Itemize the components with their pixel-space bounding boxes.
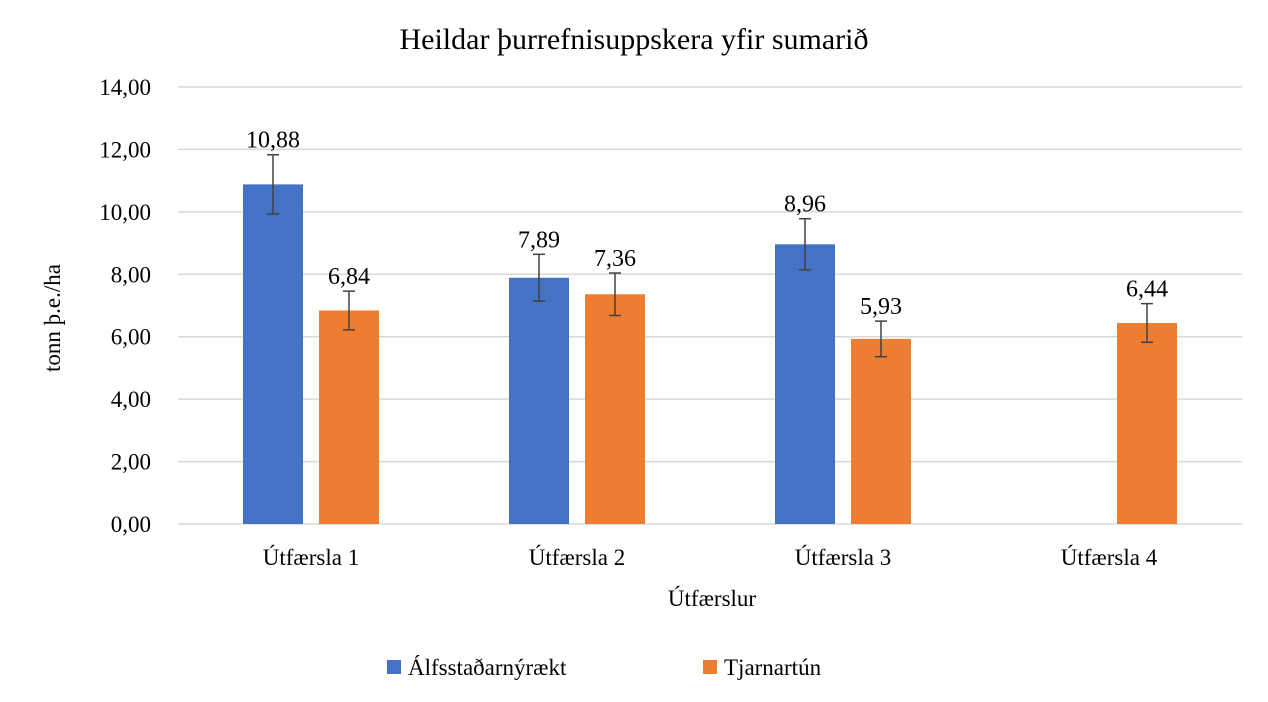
bar [509,277,569,524]
legend: Álfsstaðarnýrækt Tjarnartún [387,655,822,680]
data-label: 5,93 [860,294,902,320]
x-tick-label: Útfærsla 4 [1061,544,1158,570]
bar [243,184,303,525]
legend-label: Tjarnartún [724,655,822,680]
data-label: 6,44 [1126,277,1168,303]
legend-swatch [703,660,717,674]
legend-swatch [387,660,401,674]
y-tick-label: 8,00 [111,262,151,287]
bar [585,294,645,524]
data-label: 10,88 [246,128,300,154]
x-tick-label: Útfærsla 1 [263,544,359,570]
y-tick-label: 0,00 [111,512,151,537]
y-tick-label: 14,00 [99,75,151,100]
data-label: 7,89 [518,227,560,253]
y-tick-label: 6,00 [111,325,151,350]
chart-title: Heildar þurrefnisuppskera yfir sumarið [399,23,868,56]
y-axis-label: tonn þ.e./ha [40,264,65,372]
y-axis-ticks: 0,00 2,00 4,00 6,00 8,00 10,00 12,00 14,00 [99,75,151,537]
bars [243,184,1177,525]
data-label: 8,96 [784,192,826,218]
data-label: 7,36 [594,246,636,272]
data-label: 6,84 [328,264,370,290]
x-tick-label: Útfærsla 2 [529,544,625,570]
legend-label: Álfsstaðarnýrækt [408,655,567,680]
error-bars [267,153,1153,358]
bar [851,338,911,524]
y-tick-label: 12,00 [99,137,151,162]
x-axis-label: Útfærslur [668,585,757,611]
y-tick-label: 10,00 [99,200,151,225]
bar [775,244,835,524]
x-axis-categories: Útfærsla 1 Útfærsla 2 Útfærsla 3 Útfærsla 4 [263,544,1158,570]
data-labels: 10,88 6,84 7,89 7,36 8,96 5,93 6,44 [246,128,1168,320]
bar [1117,322,1177,524]
y-tick-label: 4,00 [111,387,151,412]
x-tick-label: Útfærsla 3 [795,544,891,570]
y-tick-label: 2,00 [111,450,151,475]
bar [319,310,379,524]
